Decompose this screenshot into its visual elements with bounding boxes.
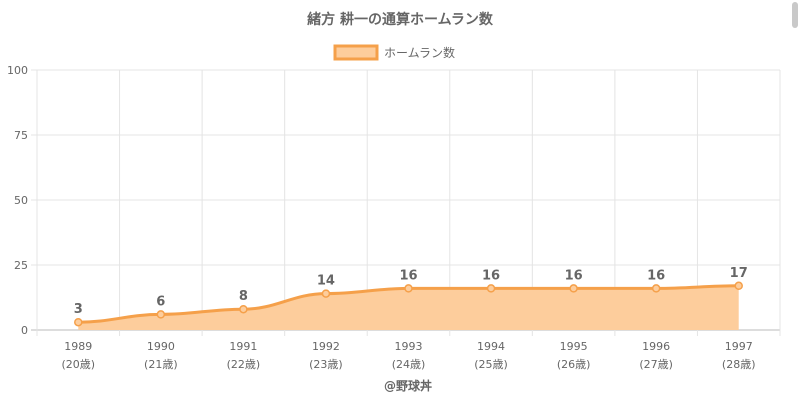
x-tick-sublabel: (23歳) <box>309 358 343 371</box>
data-label: 16 <box>565 268 583 283</box>
x-tick-label: 1990 <box>147 340 175 353</box>
y-tick-label: 0 <box>21 324 28 337</box>
data-point <box>569 284 578 293</box>
data-point <box>486 284 496 293</box>
chart-title: 緒方 耕一の通算ホームラン数 <box>307 11 494 28</box>
x-tick-sublabel: (21歳) <box>144 358 178 371</box>
data-label: 3 <box>74 302 83 317</box>
data-label: 16 <box>399 268 417 283</box>
data-point <box>651 284 661 293</box>
x-tick-label: 1997 <box>725 340 753 353</box>
x-tick-sublabel: (28歳) <box>722 358 756 371</box>
x-tick-sublabel: (25歳) <box>474 358 508 371</box>
x-tick-sublabel: (24歳) <box>392 358 426 371</box>
data-point <box>74 317 83 327</box>
x-tick-label: 1993 <box>395 340 423 353</box>
x-tick-label: 1992 <box>312 340 340 353</box>
x-tick-label: 1994 <box>477 340 505 353</box>
series-area <box>78 285 739 330</box>
data-label: 14 <box>317 274 335 289</box>
y-tick-label: 50 <box>14 194 28 207</box>
data-point <box>321 289 331 298</box>
legend-label: ホームラン数 <box>384 45 455 60</box>
data-labels: 3 6 8 14 16 16 16 16 17 <box>74 266 748 317</box>
data-label: 6 <box>156 294 165 309</box>
credit-text: @野球丼 <box>384 378 432 393</box>
x-tick-sublabel: (26歳) <box>557 358 591 371</box>
data-point <box>404 284 413 293</box>
data-label: 16 <box>482 268 500 283</box>
data-point <box>239 304 248 314</box>
x-tick-label: 1989 <box>64 340 92 353</box>
data-point <box>734 281 743 291</box>
legend-swatch <box>333 44 379 61</box>
series <box>74 281 743 330</box>
legend[interactable]: ホームラン数 <box>333 44 455 61</box>
x-tick-label: 1991 <box>229 340 257 353</box>
data-label: 16 <box>647 268 665 283</box>
y-tick-label: 100 <box>7 64 28 77</box>
y-tick-label: 75 <box>14 129 28 142</box>
data-point <box>156 310 166 319</box>
x-tick-sublabel: (27歳) <box>639 358 673 371</box>
x-tick-label: 1996 <box>642 340 670 353</box>
data-label: 8 <box>239 289 248 304</box>
x-tick-sublabel: (22歳) <box>227 358 261 371</box>
scrollbar[interactable] <box>790 0 800 400</box>
y-tick-label: 25 <box>14 259 28 272</box>
x-axis: 1989 (20歳) 1990 (21歳) 1991 (22歳) 1992 (23歳) 1993… <box>61 340 755 371</box>
data-label: 17 <box>730 266 748 281</box>
x-tick-sublabel: (20歳) <box>61 358 95 371</box>
y-axis: 0 25 50 75 100 <box>7 64 28 337</box>
scrollbar-thumb[interactable] <box>792 2 798 28</box>
x-tick-label: 1995 <box>560 340 588 353</box>
